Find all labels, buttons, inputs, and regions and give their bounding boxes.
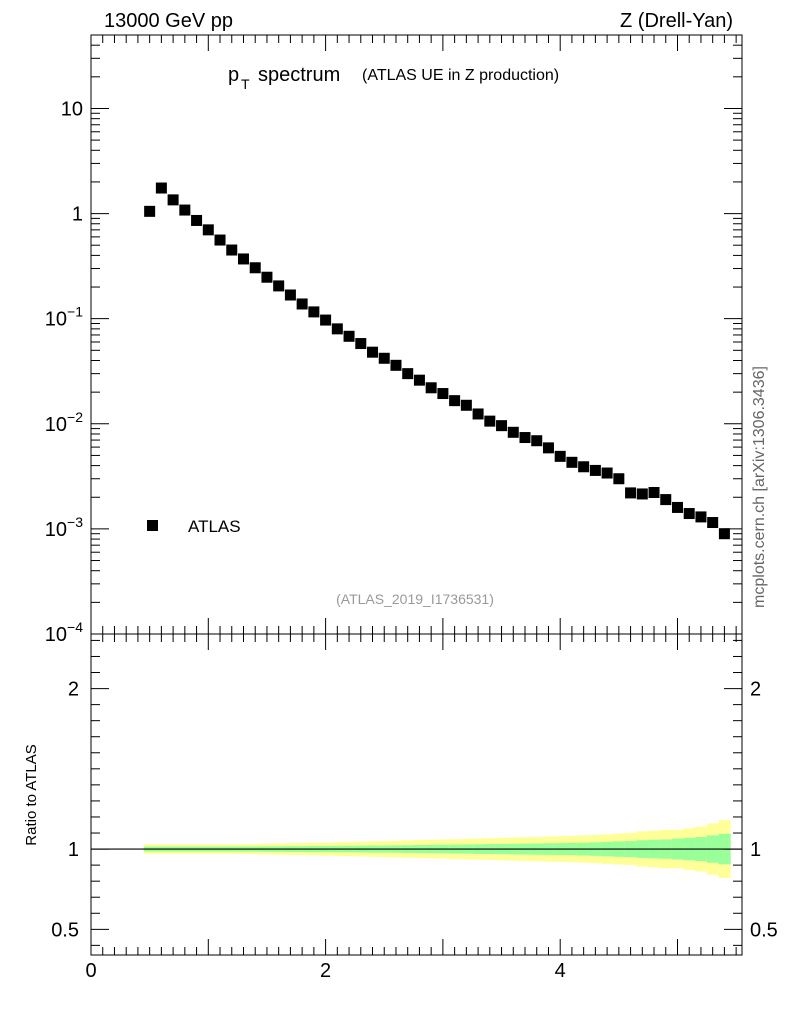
x-tick-label: 4 (555, 960, 566, 982)
analysis-reference: (ATLAS_2019_I1736531) (336, 591, 494, 607)
data-point (237, 253, 249, 265)
x-tick-label: 2 (320, 960, 331, 982)
data-point (589, 464, 601, 476)
data-point (144, 205, 156, 217)
ratio-y-axis-label: Ratio to ATLAS (23, 744, 40, 845)
data-point (308, 306, 320, 318)
data-point (425, 382, 437, 394)
data-point (413, 374, 425, 386)
data-point (249, 262, 261, 274)
ratio-axis-ticks (90, 634, 742, 955)
data-point (355, 338, 367, 350)
ratio-y-tick-label-right: 1 (750, 839, 761, 861)
data-point (707, 517, 719, 529)
data-point (671, 501, 683, 513)
data-point (578, 461, 590, 473)
data-point (625, 487, 637, 499)
data-point (273, 280, 285, 292)
ratio-y-tick-label-left: 2 (68, 679, 79, 701)
data-point (636, 488, 648, 500)
data-point (566, 456, 578, 468)
data-point (449, 395, 461, 407)
data-point (496, 420, 508, 432)
chart-title-word: spectrum (258, 64, 340, 86)
x-tick-label: 0 (85, 960, 96, 982)
data-point (167, 194, 179, 206)
data-point (660, 494, 672, 506)
x-tick-labels: 0 2 4 (85, 960, 565, 982)
data-point (202, 224, 214, 236)
data-point (648, 486, 660, 498)
data-point (554, 450, 566, 462)
data-point (261, 271, 273, 283)
atlas-data-points (144, 182, 730, 540)
data-point (601, 467, 613, 479)
ratio-y-tick-label-left: 1 (68, 839, 79, 861)
data-point (155, 182, 167, 194)
data-point (695, 511, 707, 523)
legend-label-atlas: ATLAS (188, 517, 241, 536)
data-point (191, 214, 203, 226)
data-point (402, 368, 414, 380)
chart-title-subscript: T (241, 76, 250, 92)
data-point (542, 442, 554, 454)
main-y-tick-label: 10 (61, 98, 83, 120)
main-y-tick-label: 10−2 (45, 409, 83, 436)
data-point (519, 432, 531, 444)
data-point (531, 435, 543, 447)
main-y-tick-labels: 10 1 10−1 10−2 10−3 10−4 (45, 98, 83, 646)
main-y-tick-label: 10−3 (45, 514, 83, 541)
ratio-panel-frame (90, 633, 743, 956)
data-point (613, 473, 625, 485)
data-point (507, 426, 519, 438)
main-y-tick-label: 10−1 (45, 304, 83, 331)
ratio-y-tick-labels: 0.5 0.5 1 1 2 2 (51, 679, 778, 942)
chart-title-p: p (228, 64, 239, 86)
data-point (378, 352, 390, 364)
header-process: Z (Drell-Yan) (620, 10, 733, 32)
data-point (472, 408, 484, 420)
data-point (484, 415, 496, 427)
chart-title-paren: (ATLAS UE in Z production) (362, 67, 559, 84)
data-point (296, 298, 308, 310)
main-panel-frame (90, 34, 743, 635)
data-point (226, 244, 238, 256)
data-point (390, 359, 402, 371)
data-point (437, 388, 449, 400)
ratio-y-tick-label-right: 2 (750, 679, 761, 701)
data-point (320, 314, 332, 326)
data-point (460, 399, 472, 411)
data-point (284, 289, 296, 301)
main-y-tick-label: 1 (72, 204, 83, 226)
ratio-y-tick-label-right: 0.5 (750, 919, 778, 941)
legend-marker-atlas (147, 520, 158, 531)
header-energy: 13000 GeV pp (104, 10, 233, 32)
data-point (343, 330, 355, 342)
data-point (683, 508, 695, 520)
source-watermark: mcplots.cern.ch [arXiv:1306.3436] (751, 366, 768, 608)
data-point (331, 323, 343, 335)
data-point (367, 346, 379, 358)
ratio-y-tick-label-left: 0.5 (51, 919, 79, 941)
data-point (179, 204, 191, 216)
main-y-tick-label: 10−4 (45, 619, 83, 646)
data-point (214, 234, 226, 246)
data-point (718, 528, 730, 540)
main-axis-ticks (90, 34, 742, 635)
